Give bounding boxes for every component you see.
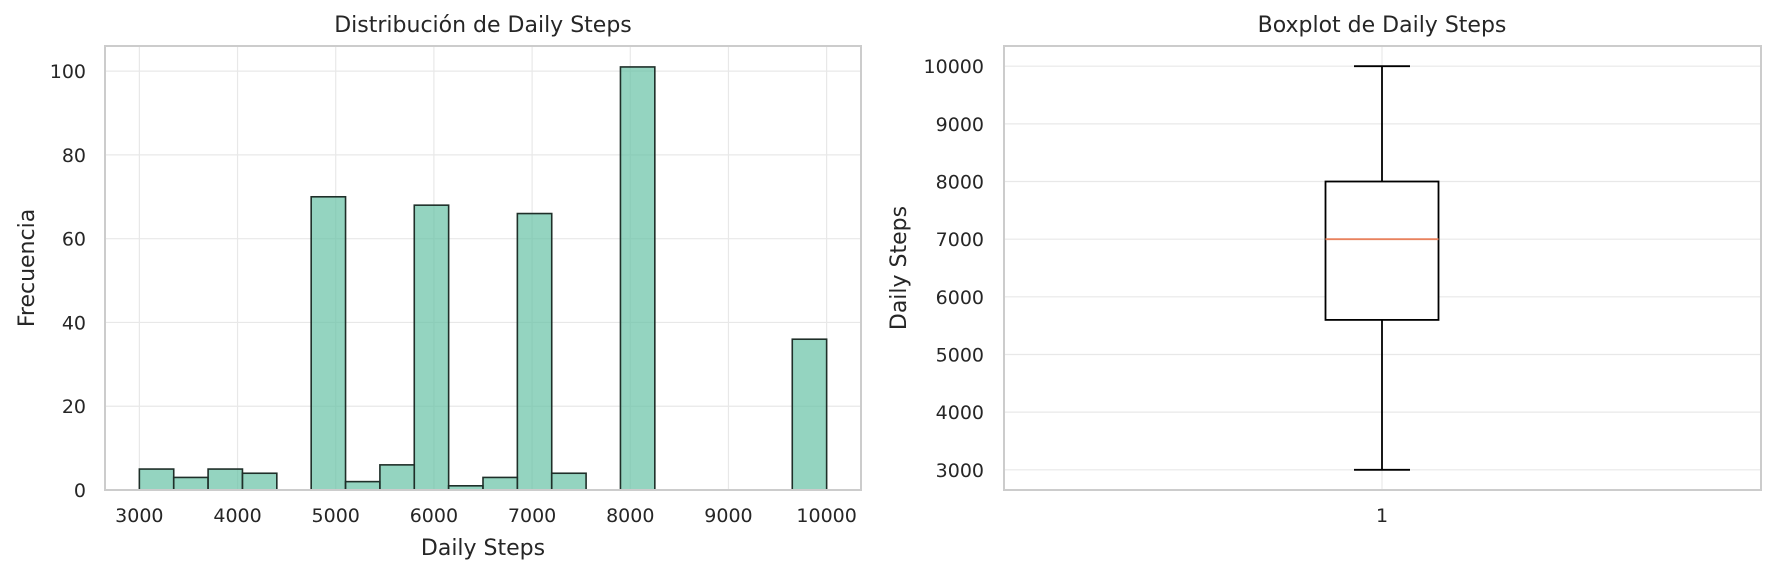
boxplot-y-ticks: 3000 4000 5000 6000 7000 8000 9000 10000: [924, 56, 984, 482]
histogram-gridlines: [105, 46, 861, 491]
histogram-bar: [550, 472, 587, 491]
histogram-x-tick-label: 3000: [115, 505, 163, 527]
histogram-bars: [138, 66, 828, 491]
histogram-panel: 3000 4000 5000 6000 7000 8000 9000 10000 0 20 40 6…: [15, 13, 862, 561]
histogram-y-label: Frecuencia: [15, 209, 40, 327]
histogram-y-tick-label: 80: [62, 145, 86, 167]
histogram-frame: [104, 45, 862, 491]
boxplot-panel: 1 3000 4000 5000 6000 7000 8000 9000 10000 Boxp…: [887, 13, 1762, 527]
histogram-bar: [241, 472, 278, 491]
histogram-bar: [138, 468, 175, 491]
histogram-x-tick-label: 8000: [606, 505, 654, 527]
boxplot-x-tick-label: 1: [1376, 505, 1388, 527]
boxplot-y-tick-label: 9000: [936, 114, 984, 136]
histogram-x-tick-label: 4000: [213, 505, 261, 527]
histogram-bar: [207, 468, 244, 491]
histogram-x-tick-label: 5000: [312, 505, 360, 527]
histogram-bar: [482, 476, 519, 491]
histogram-x-ticks: 3000 4000 5000 6000 7000 8000 9000 10000: [115, 505, 857, 527]
histogram-x-tick-label: 7000: [508, 505, 556, 527]
boxplot-y-tick-label: 8000: [936, 172, 984, 194]
boxplot-marks: [1324, 65, 1440, 471]
boxplot-title: Boxplot de Daily Steps: [1258, 13, 1507, 38]
histogram-bar: [344, 480, 381, 491]
histogram-y-tick-label: 60: [62, 229, 86, 251]
boxplot-y-tick-label: 4000: [936, 402, 984, 424]
histogram-x-label: Daily Steps: [421, 536, 545, 561]
histogram-bar: [619, 66, 656, 491]
histogram-y-tick-label: 100: [50, 61, 86, 83]
boxplot-y-tick-label: 3000: [936, 460, 984, 482]
histogram-title: Distribución de Daily Steps: [334, 13, 632, 38]
histogram-y-ticks: 0 20 40 60 80 100: [50, 61, 86, 502]
boxplot-x-ticks: 1: [1376, 505, 1388, 527]
histogram-bar: [172, 476, 209, 491]
histogram-y-tick-label: 20: [62, 396, 86, 418]
histogram-x-tick-label: 6000: [410, 505, 458, 527]
histogram-bar: [379, 464, 416, 491]
histogram-y-tick-label: 40: [62, 312, 86, 334]
boxplot-y-label: Daily Steps: [887, 206, 912, 330]
boxplot-frame: [1003, 45, 1762, 491]
boxplot-y-tick-label: 6000: [936, 287, 984, 309]
histogram-bar: [516, 212, 553, 491]
histogram-bar: [413, 204, 450, 491]
histogram-bar: [310, 195, 347, 491]
histogram-x-tick-label: 9000: [704, 505, 752, 527]
histogram-bar: [791, 338, 828, 491]
boxplot-box: [1324, 180, 1440, 321]
histogram-x-tick-label: 10000: [796, 505, 856, 527]
boxplot-y-tick-label: 5000: [936, 344, 984, 366]
histogram-y-tick-label: 0: [74, 480, 86, 502]
boxplot-y-tick-label: 10000: [924, 56, 984, 78]
boxplot-y-tick-label: 7000: [936, 229, 984, 251]
